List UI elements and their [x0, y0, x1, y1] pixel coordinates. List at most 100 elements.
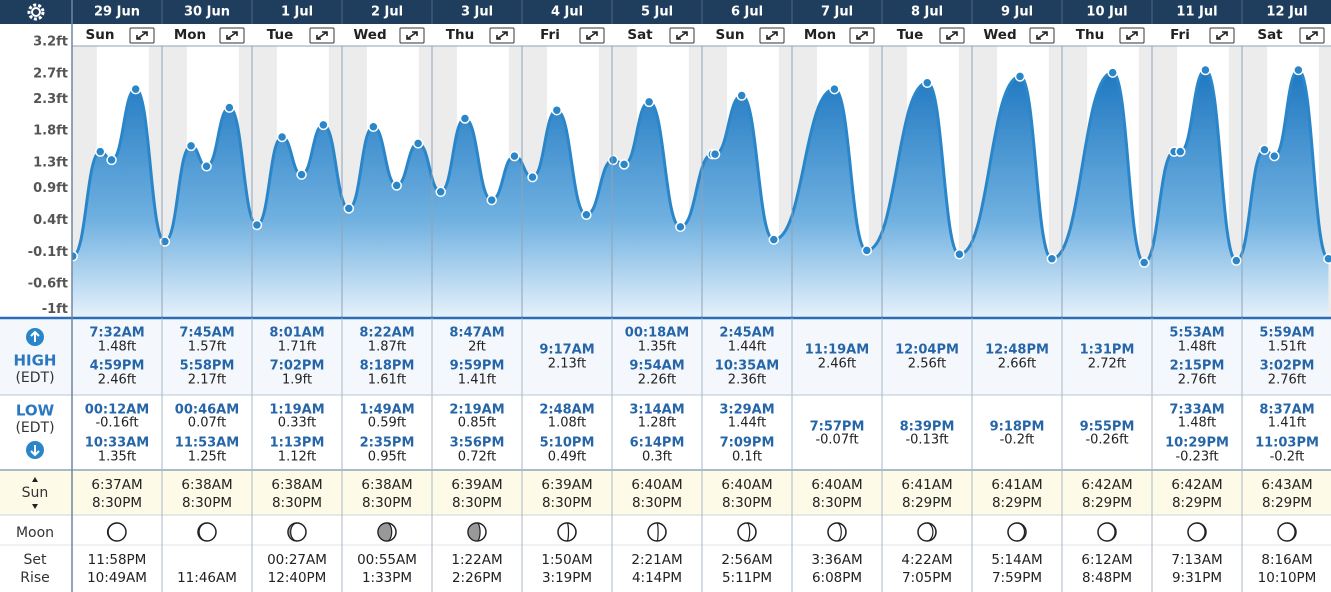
high-time: 9:17AM	[539, 343, 594, 358]
sunset: 8:30PM	[722, 495, 772, 511]
high-time: 1:31PM	[1080, 343, 1135, 358]
moon-icon	[827, 522, 847, 542]
moon-shade	[467, 522, 481, 542]
moon-icon	[106, 522, 127, 542]
moon-label: Moon	[16, 525, 54, 541]
tide-point	[391, 180, 402, 191]
expand-button[interactable]	[849, 27, 875, 44]
low-height: 1.44ft	[728, 416, 766, 431]
high-time: 5:59AM	[1259, 326, 1314, 341]
low-time: 3:14AM	[629, 403, 684, 418]
moon-icon	[737, 522, 757, 542]
high-time: 00:18AM	[625, 326, 689, 341]
sunrise: 6:38AM	[361, 477, 412, 493]
low-height: 0.59ft	[368, 416, 406, 431]
tide-point	[459, 113, 471, 124]
tide-point	[1107, 67, 1118, 78]
high-height: 2.56ft	[908, 357, 946, 372]
high-time: 2:15PM	[1170, 359, 1225, 374]
weekday-label: Sat	[627, 27, 653, 43]
expand-button[interactable]	[1209, 27, 1235, 44]
tide-point	[607, 154, 619, 166]
high-time: 12:04PM	[895, 343, 959, 358]
tide-point	[318, 119, 329, 131]
sunrise: 6:41AM	[901, 477, 952, 493]
night-band	[1048, 46, 1062, 318]
expand-button[interactable]	[219, 27, 245, 44]
expand-arrow	[1216, 31, 1228, 40]
high-height: 1.87ft	[368, 340, 406, 355]
moon-shade	[377, 522, 393, 542]
low-height: -0.2ft	[1270, 450, 1305, 465]
expand-button[interactable]	[399, 27, 425, 44]
expand-button[interactable]	[129, 27, 155, 44]
tide-point	[486, 194, 497, 206]
high-label: HIGH	[13, 352, 56, 370]
low-height: 0.72ft	[458, 450, 496, 465]
low-time: 1:49AM	[359, 403, 414, 418]
sun-up-arrow	[32, 477, 38, 482]
low-time: 8:39PM	[900, 420, 955, 435]
weekday-label: Sun	[86, 27, 115, 43]
expand-button[interactable]	[579, 27, 605, 44]
expand-arrow	[1126, 31, 1138, 40]
tide-point	[1323, 253, 1331, 264]
moonrise: 10:10PM	[1258, 570, 1317, 586]
date-label: 12 Jul	[1266, 5, 1307, 20]
date-label: 3 Jul	[461, 5, 493, 20]
tide-point	[95, 146, 106, 157]
high-time: 9:59PM	[450, 359, 505, 374]
tide-point	[201, 161, 212, 172]
low-time: 00:12AM	[85, 403, 149, 418]
sunrise: 6:40AM	[721, 477, 772, 493]
y-tick-label: -1ft	[42, 302, 68, 317]
high-time: 7:45AM	[179, 326, 234, 341]
moon-shade	[1106, 522, 1117, 542]
moon-icon	[1277, 522, 1297, 542]
weekday-label: Wed	[983, 27, 1016, 43]
moon-shade	[1286, 522, 1297, 542]
tide-point	[296, 169, 307, 180]
low-height: -0.26ft	[1085, 433, 1128, 448]
moon-icon	[1007, 522, 1027, 542]
settings-icon[interactable]	[27, 3, 45, 21]
date-label: 8 Jul	[911, 5, 943, 20]
high-time: 3:02PM	[1260, 359, 1315, 374]
high-height: 1.61ft	[368, 373, 406, 388]
y-tick-label: 0.9ft	[33, 181, 68, 196]
expand-button[interactable]	[939, 27, 965, 44]
tz-label: (EDT)	[15, 370, 54, 386]
tide-point	[1269, 150, 1280, 162]
moonrise: 5:11PM	[722, 570, 772, 586]
high-time: 12:48PM	[985, 343, 1049, 358]
expand-button[interactable]	[309, 27, 335, 44]
expand-button[interactable]	[669, 27, 695, 44]
date-label: 30 Jun	[184, 5, 230, 20]
moonset: 00:27AM	[267, 552, 327, 568]
expand-button[interactable]	[1029, 27, 1055, 44]
sunrise: 6:37AM	[91, 477, 142, 493]
tide-point	[861, 245, 873, 256]
tide-point	[1259, 144, 1270, 155]
moonset: 5:14AM	[991, 552, 1042, 568]
sunrise: 6:42AM	[1171, 477, 1222, 493]
high-time: 4:59PM	[90, 359, 145, 374]
moon-icon	[917, 522, 937, 542]
high-time: 10:35AM	[715, 359, 779, 374]
low-height: -0.13ft	[905, 433, 948, 448]
weekday-label: Sat	[1257, 27, 1283, 43]
expand-button[interactable]	[489, 27, 515, 44]
weekday-label: Fri	[540, 27, 560, 43]
tide-point	[435, 186, 446, 198]
moon-shade	[926, 522, 937, 542]
low-time: 8:37AM	[1259, 403, 1314, 418]
low-time: 5:10PM	[540, 436, 595, 451]
moon-icon	[467, 522, 487, 542]
low-height: 1.25ft	[188, 450, 226, 465]
expand-button[interactable]	[759, 27, 785, 44]
moonrise: 7:59PM	[992, 570, 1042, 586]
expand-button[interactable]	[1299, 27, 1325, 44]
expand-arrow	[406, 31, 418, 40]
expand-button[interactable]	[1119, 27, 1145, 44]
